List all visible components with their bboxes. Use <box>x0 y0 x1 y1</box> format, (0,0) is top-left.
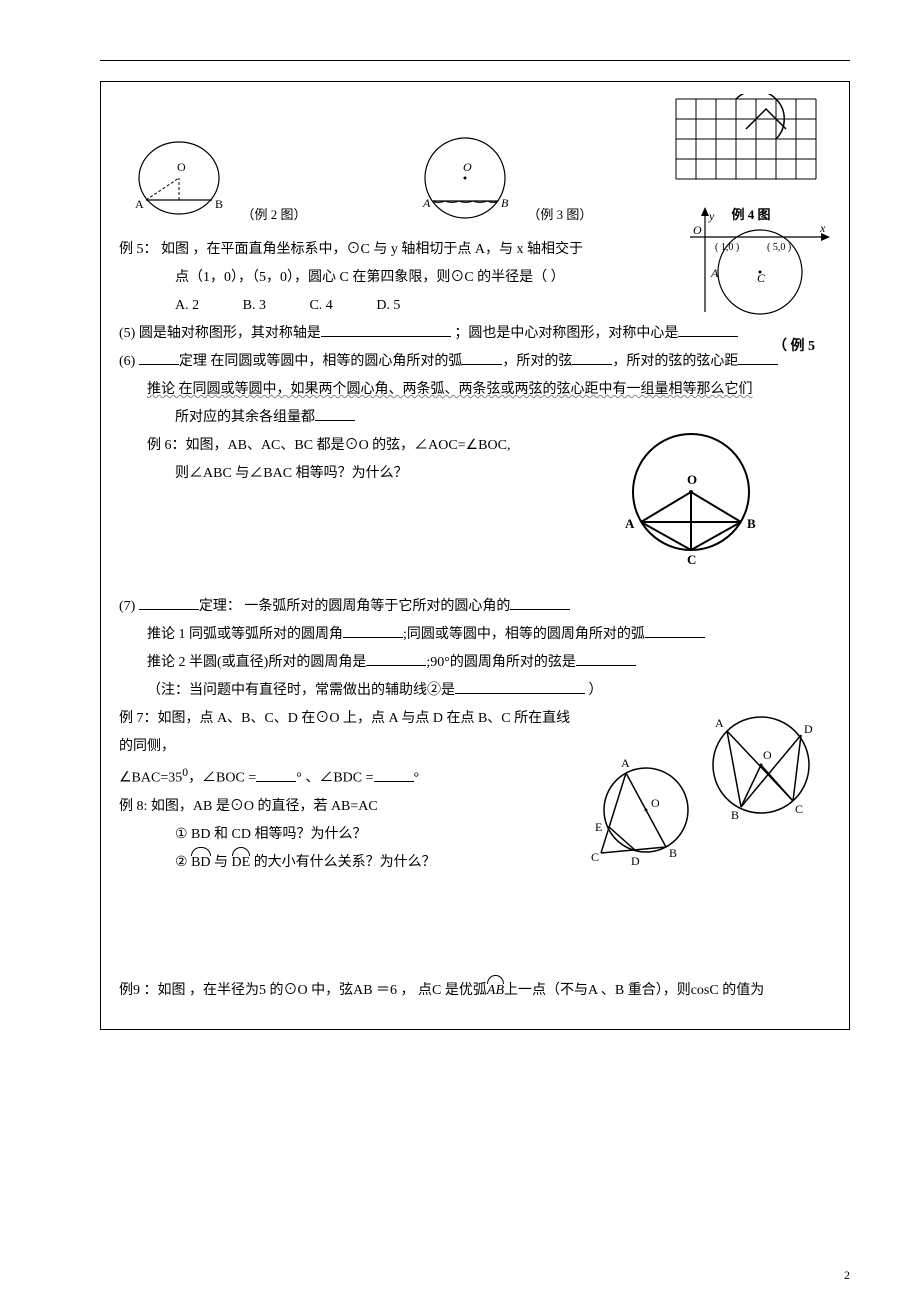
blank <box>455 679 585 694</box>
blank <box>645 623 705 638</box>
ex5-optC: C. 4 <box>309 292 332 320</box>
fig7-O: O <box>763 748 772 762</box>
p6-c: ，所对的弦 <box>502 354 572 369</box>
fig2-svg: O A B <box>119 138 237 228</box>
blank <box>256 766 296 781</box>
fig4-svg <box>671 94 831 189</box>
fig8-C: C <box>591 850 599 864</box>
fig3-B: B <box>501 196 509 210</box>
p6-line2a-text: 推论 在同圆或等圆中，如果两个圆心角、两条弧、两条弦或两弦的弦心距中有一组量相等… <box>147 382 753 397</box>
blank <box>572 350 612 365</box>
fig5-y: y <box>708 209 715 223</box>
fig6-block: O A B C <box>611 422 771 583</box>
fig5-svg: y x O A C ( 1,0 ) ( 5,0 ) <box>685 202 835 322</box>
p5-b: ；圆也是中心对称图形，对称中心是 <box>451 326 679 341</box>
fig3-svg: O A B <box>405 133 523 228</box>
p7-c2a: 推论 2 半圆(或直径)所对的圆周角是 <box>147 655 366 670</box>
fig5-A: A <box>710 266 719 280</box>
blank <box>374 766 414 781</box>
ex7-l2a: ∠BAC=35 <box>119 771 182 786</box>
top-rule <box>100 60 850 61</box>
fig7-A: A <box>715 716 724 730</box>
ex7-l2c: ° 、∠BDC = <box>296 771 373 786</box>
fig7-C: C <box>795 802 803 816</box>
p6-line2a: 推论 在同圆或等圆中，如果两个圆心角、两条弧、两条弦或两弦的弦心距中有一组量相等… <box>119 376 831 404</box>
fig5-O: O <box>693 223 702 237</box>
blank <box>462 350 502 365</box>
fig8-O: O <box>651 796 660 810</box>
blank <box>366 651 426 666</box>
ex5-optB: B. 3 <box>243 292 266 320</box>
p5-a: (5) 圆是轴对称图形，其对称轴是 <box>119 326 321 341</box>
blank <box>139 350 179 365</box>
ex9-a: 例9 ：如图 ，在半径为5 的⊙O 中，弦AB ＝6 ， 点C 是优弧 <box>119 983 487 998</box>
p7-c1b: ;同圆或等圆中，相等的圆周角所对的弧 <box>403 627 645 642</box>
ex8-l3b: 的大小有什么关系？为什么？ <box>250 855 436 870</box>
p7-notb: ） <box>585 683 603 698</box>
ex6-wrap: O A B C 例 6：如图，AB、AC、BC 都是⊙O 的弦，∠AOC=∠BO… <box>119 432 831 593</box>
fig5-C: C <box>757 271 766 285</box>
ex9-line: 例9 ：如图 ，在半径为5 的⊙O 中，弦AB ＝6 ， 点C 是优弧AB上一点… <box>119 977 831 1005</box>
p7-c1a: 推论 1 同弧或等弧所对的圆周角 <box>147 627 343 642</box>
page-number: 2 <box>844 1263 850 1287</box>
fig6-svg: O A B C <box>611 422 771 572</box>
p7-a: (7) <box>119 599 139 614</box>
fig8-D: D <box>631 854 640 868</box>
fig6-O: O <box>687 472 697 487</box>
blank <box>139 595 199 610</box>
p7-note: （注：当问题中有直径时，常需做出的辅助线②是 ） <box>119 677 831 705</box>
p7-line1: (7) 定理： 一条弧所对的圆周角等于它所对的圆心角的 <box>119 593 831 621</box>
fig2-caption: （例 2 图） <box>241 202 305 228</box>
fig3-A: A <box>422 196 431 210</box>
fig5-block: y x O A C ( 1,0 ) ( 5,0 ) （ 例 5 <box>685 202 835 361</box>
fig5-p2: ( 5,0 ) <box>767 242 791 253</box>
arc-de: DE <box>232 855 251 870</box>
fig2-A: A <box>135 197 144 211</box>
fig3-O: O <box>463 160 472 174</box>
fig2-block: O A B （例 2 图） <box>119 138 306 228</box>
fig78-block: A O B C D E A D <box>581 705 821 875</box>
fig3-block: O A B （例 3 图） <box>405 133 592 228</box>
p7-nota: （注：当问题中有直径时，常需做出的辅助线②是 <box>147 683 455 698</box>
ex8-l3mid: 与 <box>211 855 232 870</box>
ex8-l3a: ② <box>175 855 191 870</box>
fig7-svg: A D O B C <box>701 705 821 825</box>
p6-line2b-text: 所对应的其余各组量都 <box>175 410 315 425</box>
blank <box>510 595 570 610</box>
fig7-B: B <box>731 808 739 822</box>
fig8-svg: A O B C D E <box>581 745 691 875</box>
ex7-l2b: ，∠BOC = <box>188 771 256 786</box>
blank <box>576 651 636 666</box>
fig5-x: x <box>819 221 826 235</box>
fig2-O: O <box>177 160 186 174</box>
blank <box>315 406 355 421</box>
ex5-optA: A. 2 <box>175 292 199 320</box>
fig8-A: A <box>621 756 630 770</box>
p7-c2b: ;90°的圆周角所对的弦是 <box>426 655 576 670</box>
ex78-wrap: A O B C D E A D <box>119 705 831 977</box>
fig3-caption: （例 3 图） <box>527 202 591 228</box>
fig8-E: E <box>595 820 602 834</box>
p6-a: (6) <box>119 354 139 369</box>
fig5-caption: （ 例 5 <box>685 333 835 361</box>
content-frame: O A B （例 2 图） O A B （例 3 图） <box>100 81 850 1030</box>
blank <box>321 322 451 337</box>
fig2-B: B <box>215 197 223 211</box>
fig7-D: D <box>804 722 813 736</box>
ex9-b: 上一点（不与A 、B 重合），则cosC 的值为 <box>504 983 764 998</box>
arc-bd: BD <box>191 855 210 870</box>
blank <box>343 623 403 638</box>
arc-ab: AB <box>487 983 504 998</box>
fig6-C: C <box>687 552 696 567</box>
fig6-B: B <box>747 516 756 531</box>
fig6-A: A <box>625 516 635 531</box>
fig5-p1: ( 1,0 ) <box>715 242 739 253</box>
p7-c2: 推论 2 半圆(或直径)所对的圆周角是 ;90°的圆周角所对的弦是 <box>119 649 831 677</box>
p7-c1: 推论 1 同弧或等弧所对的圆周角 ;同圆或等圆中，相等的圆周角所对的弧 <box>119 621 831 649</box>
p7-b: 定理： 一条弧所对的圆周角等于它所对的圆心角的 <box>199 599 511 614</box>
fig8-B: B <box>669 846 677 860</box>
ex5-optD: D. 5 <box>376 292 400 320</box>
ex7-l2d: ° <box>414 771 420 786</box>
p6-b: 定理 在同圆或等圆中，相等的圆心角所对的弧 <box>179 354 463 369</box>
